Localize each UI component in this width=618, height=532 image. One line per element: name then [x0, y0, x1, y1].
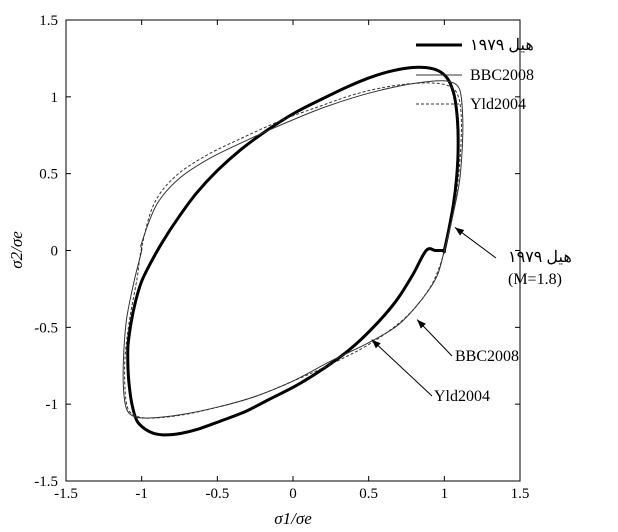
ticks: -1.5 -1 -0.5 0 0.5 1 1.5 -1.5 -1 -0.5 0 0.5 1 1.5	[34, 13, 529, 502]
series-line-1	[126, 65, 460, 437]
series-line-3	[124, 82, 462, 419]
annotations: هیل ۱۹۷۹ (M=1.8) BBC2008 Yld2004	[371, 227, 572, 405]
annotation-leader-3	[371, 339, 433, 397]
annotation-arrowhead-2	[417, 319, 426, 329]
x-tick-label: 1	[441, 486, 449, 502]
annotation-label-3: Yld2004	[434, 388, 490, 405]
series-line-2	[122, 80, 464, 419]
curves	[122, 65, 464, 437]
legend-label-2: BBC2008	[470, 67, 534, 84]
annotation-arrowhead-3	[371, 339, 381, 349]
y-tick-label: 0.5	[39, 167, 58, 183]
annotation-arrowhead-1	[454, 227, 465, 236]
legend-label-3: Yld2004	[470, 96, 526, 113]
x-tick-label: 0	[289, 486, 297, 502]
y-tick-label: -1.5	[34, 474, 58, 490]
x-tick-label: -0.5	[205, 486, 229, 502]
x-tick-label: -1	[135, 486, 148, 502]
y-axis-label: σ2/σe	[7, 231, 26, 269]
annotation-label-1: هیل ۱۹۷۹	[508, 249, 572, 266]
legend: هیل ۱۹۷۹ BBC2008 Yld2004	[416, 37, 534, 113]
x-tick-label: -1.5	[54, 486, 78, 502]
x-tick-label: 1.5	[511, 486, 530, 502]
y-tick-label: -1	[46, 397, 59, 413]
y-tick-label: 0	[51, 244, 59, 260]
x-axis-label: σ1/σe	[274, 509, 312, 528]
annotation-label-2: BBC2008	[455, 348, 519, 365]
legend-label-1: هیل ۱۹۷۹	[470, 37, 534, 54]
y-tick-label: -0.5	[34, 320, 58, 336]
y-tick-label: 1	[51, 90, 59, 106]
x-tick-label: 0.5	[359, 486, 378, 502]
annotation-label-1: (M=1.8)	[508, 271, 562, 288]
y-tick-label: 1.5	[39, 13, 58, 29]
